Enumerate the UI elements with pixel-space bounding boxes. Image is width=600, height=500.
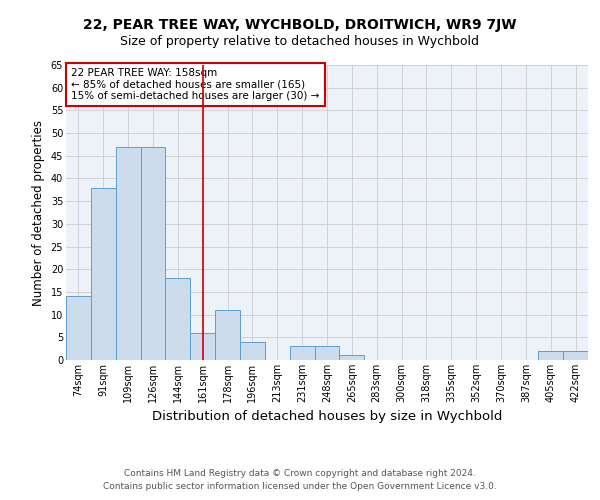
Bar [563,351,588,360]
Bar [166,278,190,360]
Text: 22, PEAR TREE WAY, WYCHBOLD, DROITWICH, WR9 7JW: 22, PEAR TREE WAY, WYCHBOLD, DROITWICH, … [83,18,517,32]
Bar [116,146,140,360]
Bar [190,333,215,360]
Bar [66,296,91,360]
Bar [290,346,314,360]
Bar [538,351,563,360]
Bar [240,342,265,360]
Text: 22 PEAR TREE WAY: 158sqm
← 85% of detached houses are smaller (165)
15% of semi-: 22 PEAR TREE WAY: 158sqm ← 85% of detach… [71,68,320,101]
Text: Contains HM Land Registry data © Crown copyright and database right 2024.: Contains HM Land Registry data © Crown c… [124,468,476,477]
Bar [215,310,240,360]
Bar [91,188,116,360]
Bar [314,346,340,360]
Bar [140,146,166,360]
Text: Contains public sector information licensed under the Open Government Licence v3: Contains public sector information licen… [103,482,497,491]
Bar [340,356,364,360]
Text: Size of property relative to detached houses in Wychbold: Size of property relative to detached ho… [121,35,479,48]
X-axis label: Distribution of detached houses by size in Wychbold: Distribution of detached houses by size … [152,410,502,424]
Y-axis label: Number of detached properties: Number of detached properties [32,120,45,306]
